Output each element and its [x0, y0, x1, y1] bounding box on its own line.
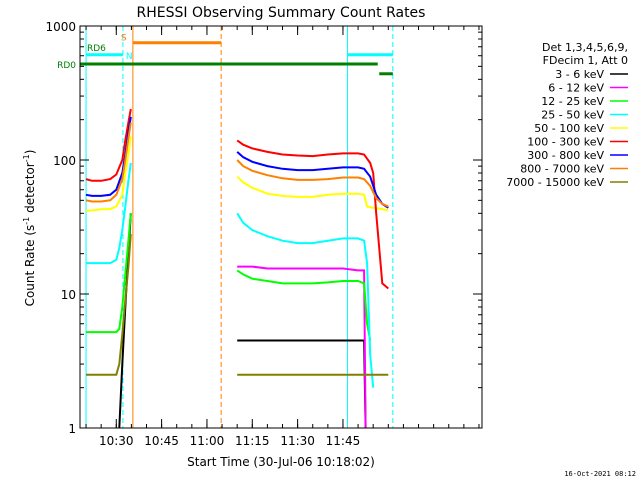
- flag-label-rd6: RD6: [87, 44, 106, 54]
- series-0-segment-1: [237, 339, 367, 428]
- series-2-segment-0: [86, 213, 132, 334]
- series-lines: [85, 108, 389, 428]
- legend-label: 300 - 800 keV: [527, 149, 604, 162]
- footer-timestamp: 16-Oct-2021 08:12: [564, 470, 636, 478]
- y-tick-label: 1000: [45, 20, 76, 34]
- y-axis-label: Count Rate (s-1 detector-1): [22, 150, 37, 307]
- legend-header-line-2: FDecim 1, Att 0: [543, 54, 628, 67]
- x-tick-label: 10:45: [144, 434, 179, 448]
- series-3-segment-1: [236, 212, 375, 388]
- legend: Det 1,3,4,5,6,9, FDecim 1, Att 0 3 - 6 k…: [506, 41, 628, 189]
- series-7-segment-1: [236, 159, 389, 208]
- legend-label: 100 - 300 keV: [527, 136, 604, 149]
- series-3-segment-0: [86, 162, 132, 265]
- series-8-segment-0: [86, 234, 132, 376]
- legend-label: 3 - 6 keV: [555, 68, 604, 81]
- x-tick-label: 11:00: [190, 434, 225, 448]
- series-4-segment-1: [236, 175, 389, 212]
- x-tick-label: 11:45: [326, 434, 361, 448]
- chart-title: RHESSI Observing Summary Count Rates: [137, 5, 426, 21]
- plot-area: [80, 26, 394, 428]
- legend-label: 25 - 50 keV: [541, 109, 604, 122]
- legend-label: 800 - 7000 keV: [520, 163, 604, 176]
- x-tick-label: 10:30: [99, 434, 134, 448]
- series-4-segment-0: [86, 136, 132, 212]
- legend-label: 6 - 12 keV: [548, 82, 604, 95]
- series-5-segment-0: [85, 108, 132, 182]
- series-2-segment-1: [236, 269, 372, 341]
- legend-label: 50 - 100 keV: [534, 122, 604, 135]
- legend-label: 12 - 25 keV: [541, 95, 604, 108]
- series-1-segment-0: [237, 265, 367, 428]
- vertical-marker-lines: [85, 26, 394, 428]
- y-tick-label: 10: [61, 288, 76, 302]
- plot-frame: [79, 25, 483, 429]
- x-tick-label: 11:15: [235, 434, 270, 448]
- legend-header-line-1: Det 1,3,4,5,6,9,: [542, 41, 628, 54]
- flag-label-n: N: [126, 52, 133, 62]
- series-5-segment-1: [236, 139, 389, 290]
- series-6-segment-1: [236, 151, 389, 209]
- y-axis-ticks: 1 10 100 1000: [45, 20, 482, 436]
- flag-labels: SN RD0 RD6: [57, 34, 133, 71]
- y-tick-label: 100: [53, 154, 76, 168]
- x-tick-label: 11:30: [280, 434, 315, 448]
- flag-label-s: S: [121, 34, 127, 44]
- legend-label: 7000 - 15000 keV: [506, 176, 604, 189]
- series-7-segment-0: [85, 122, 132, 203]
- flag-bars: [80, 41, 393, 76]
- x-axis-ticks: 10:30 10:45 11:00 11:15 11:30 11:45: [85, 26, 480, 448]
- y-tick-label: 1: [68, 422, 76, 436]
- flag-label-rd0: RD0: [57, 61, 76, 71]
- x-axis-label: Start Time (30-Jul-06 10:18:02): [187, 455, 375, 469]
